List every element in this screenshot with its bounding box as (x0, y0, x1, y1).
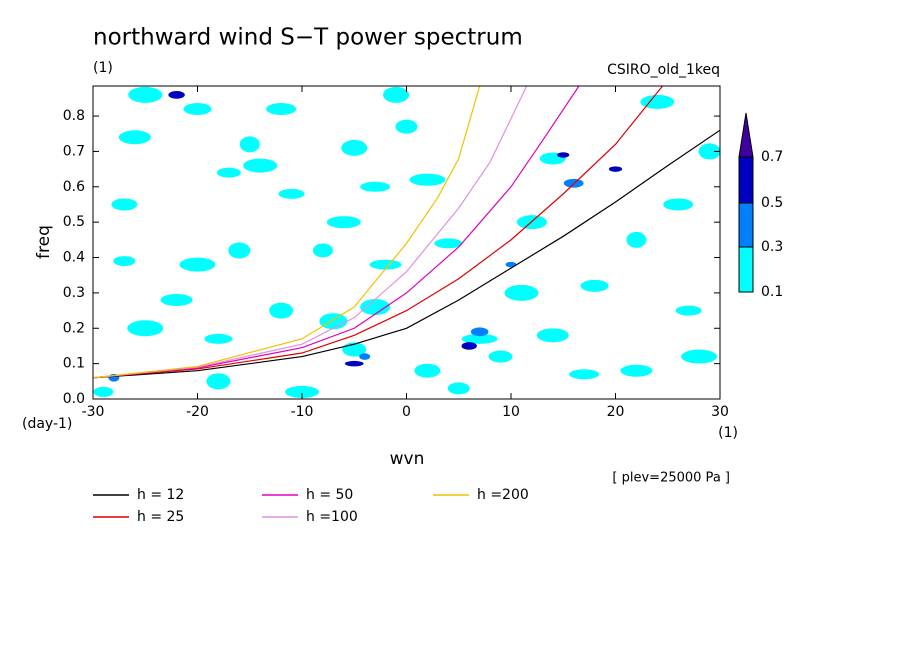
dispersion-curve (93, 86, 663, 379)
contour-patch (204, 333, 233, 344)
contour-patch (640, 94, 675, 109)
colorbar-label: 0.3 (761, 239, 783, 255)
colorbar-swatch (738, 246, 754, 293)
dispersion-curve (93, 129, 720, 379)
x-tick-label: 10 (502, 404, 520, 420)
y-tick-label: 0.2 (63, 320, 85, 336)
x-tick-label: 30 (711, 404, 729, 420)
legend-label: h =100 (306, 509, 358, 525)
contour-patch (369, 259, 402, 270)
legend-label: h =200 (477, 487, 529, 503)
contour-patch (360, 299, 391, 316)
contour-patch (488, 350, 513, 363)
chart-title: northward wind S−T power spectrum (93, 25, 523, 51)
contour-patch (326, 216, 361, 229)
contour-patch (620, 364, 653, 377)
contour-patch (698, 143, 720, 160)
contour-patch (383, 86, 410, 103)
contour-patch (434, 238, 463, 249)
contour-patch (663, 198, 694, 211)
y-tick-label: 0.3 (63, 285, 85, 301)
x-tick-label: -20 (186, 404, 209, 420)
contour-patch (243, 158, 278, 173)
y-unit: (day-1) (22, 416, 72, 432)
contour-patch (319, 313, 348, 330)
y-tick-label: 0.1 (63, 356, 85, 372)
contour-patch (312, 243, 333, 258)
contour-patch (395, 119, 418, 134)
colorbar-label: 0.7 (761, 149, 783, 165)
contour-patch (266, 102, 297, 115)
contour-patch (111, 198, 138, 211)
contour-patch (447, 382, 470, 395)
dispersion-curve (93, 86, 580, 379)
subtitle: (1) (93, 60, 113, 76)
contour-patch (216, 167, 241, 178)
plot-area (93, 86, 720, 398)
contour-patch (118, 130, 151, 145)
contour-patch (359, 353, 371, 360)
x-label: wvn (390, 449, 425, 469)
contour-patch (569, 369, 600, 380)
contour-patch (113, 256, 136, 267)
contour-patch (285, 385, 319, 398)
contour-patch (269, 302, 294, 319)
y-tick-label: 0.6 (63, 179, 85, 195)
contour-patch (360, 181, 391, 192)
contour-patch (409, 173, 446, 186)
y-tick-label: 0.5 (63, 214, 85, 230)
colorbar-swatch (738, 202, 754, 248)
contour-patch (461, 333, 498, 344)
legend-label: h = 12 (137, 487, 184, 503)
contour-patch (128, 86, 163, 103)
source: CSIRO_old_1keq (607, 62, 720, 78)
contour-patch (580, 279, 609, 292)
contour-patch (168, 90, 185, 99)
contour-patch (470, 327, 489, 337)
contour-patch (536, 328, 569, 343)
contour-patch (608, 166, 623, 172)
y-tick-label: 0.0 (63, 391, 85, 407)
contour-patch (183, 102, 212, 115)
contour-patch (127, 320, 164, 337)
contour-patch (675, 305, 702, 316)
x-unit: (1) (718, 425, 738, 441)
contour-patch (160, 293, 193, 306)
contour-patch (414, 363, 441, 378)
legend-label: h = 50 (306, 487, 353, 503)
x-tick-label: 0 (402, 404, 411, 420)
dispersion-curve (93, 86, 481, 379)
contour-patch (341, 139, 368, 156)
contour-patch (557, 152, 570, 158)
colorbar-swatch (738, 156, 754, 204)
contour-patch (461, 342, 477, 350)
contour-patch (206, 373, 231, 390)
y-label: freq (34, 225, 54, 259)
x-tick-label: -10 (291, 404, 314, 420)
x-tick-label: -30 (82, 404, 105, 420)
contour-patch (278, 188, 305, 199)
contour-patch (228, 242, 251, 259)
y-tick-label: 0.7 (63, 143, 85, 159)
note: [ plev=25000 Pa ] (612, 471, 730, 486)
colorbar-label: 0.1 (761, 284, 783, 300)
dispersion-curve (93, 86, 528, 379)
contour-patch (504, 284, 539, 301)
colorbar-label: 0.5 (761, 195, 783, 211)
x-tick-label: 20 (607, 404, 625, 420)
contour-patch (179, 257, 216, 272)
contour-patch (626, 231, 647, 248)
contour-patch (344, 360, 364, 367)
contour-patch (239, 136, 260, 153)
y-tick-label: 0.4 (63, 250, 85, 266)
contour-patch (93, 386, 114, 397)
contour-patch (505, 261, 517, 268)
contour-patch (681, 349, 718, 364)
colorbar-arrow (738, 112, 754, 158)
y-tick-label: 0.8 (63, 108, 85, 124)
legend-label: h = 25 (137, 509, 184, 525)
